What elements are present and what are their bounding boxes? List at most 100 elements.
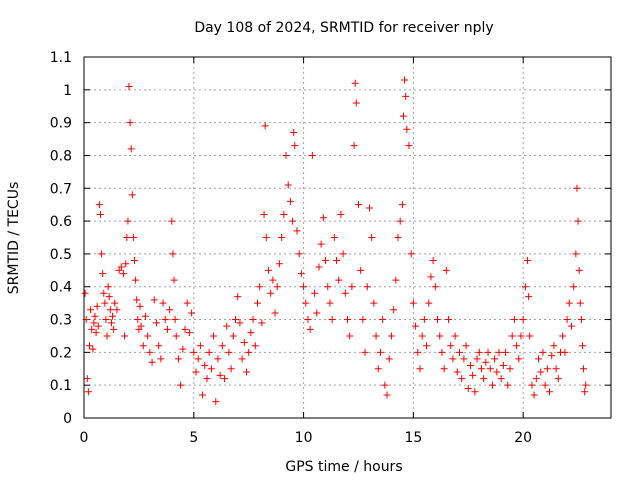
data-point	[146, 348, 154, 356]
data-point	[83, 375, 91, 383]
data-point	[278, 234, 286, 241]
data-point	[302, 299, 310, 307]
y-tick-label: 0.7	[50, 181, 72, 197]
data-point	[319, 214, 327, 222]
data-point	[218, 342, 226, 350]
y-tick-label: 0	[63, 411, 72, 427]
data-point	[399, 112, 407, 120]
data-point	[335, 276, 343, 284]
y-tick-label: 0.1	[50, 378, 72, 394]
data-point	[144, 332, 152, 340]
data-point	[480, 375, 488, 383]
data-point	[290, 128, 298, 136]
data-point	[328, 316, 336, 324]
data-point	[179, 345, 187, 353]
x-tick-label: 20	[514, 430, 532, 446]
data-point	[445, 316, 453, 324]
data-point	[105, 293, 113, 301]
data-point	[99, 270, 107, 278]
data-point	[95, 201, 103, 209]
data-point	[163, 325, 171, 333]
data-point	[129, 234, 137, 241]
data-point	[506, 365, 514, 373]
data-point	[434, 316, 442, 324]
data-point	[185, 329, 193, 337]
data-point	[169, 250, 177, 258]
x-tick-label: 5	[189, 430, 198, 446]
data-point	[166, 306, 174, 314]
data-point	[225, 348, 233, 356]
data-point	[155, 342, 163, 350]
x-tick-label: 15	[404, 430, 422, 446]
data-point	[88, 325, 96, 333]
data-point	[282, 151, 290, 159]
data-point	[550, 342, 558, 350]
data-point	[100, 289, 108, 297]
data-point	[256, 283, 264, 291]
data-point	[192, 368, 200, 376]
data-point	[409, 299, 417, 307]
data-point	[385, 355, 393, 363]
data-point	[348, 283, 356, 291]
data-point	[132, 276, 140, 284]
data-point	[466, 361, 474, 369]
data-point	[351, 79, 359, 87]
data-point	[554, 375, 562, 383]
data-point	[221, 375, 229, 383]
data-point	[420, 316, 428, 324]
data-point	[412, 322, 420, 330]
data-point	[102, 316, 110, 324]
y-tick-label: 0.2	[50, 345, 72, 361]
data-point	[311, 289, 319, 297]
data-point	[575, 266, 583, 274]
data-point	[381, 381, 389, 389]
data-point	[262, 234, 270, 241]
data-point	[300, 283, 308, 291]
data-point	[493, 368, 501, 376]
data-point	[524, 256, 532, 264]
data-point	[486, 365, 494, 373]
data-point	[451, 332, 459, 340]
data-point	[352, 99, 360, 107]
data-point	[133, 296, 141, 304]
data-point	[488, 381, 496, 389]
data-point	[475, 348, 483, 356]
data-point	[541, 381, 549, 389]
data-point	[581, 388, 589, 396]
data-point	[205, 348, 213, 356]
data-point	[455, 348, 463, 356]
data-point	[93, 302, 101, 310]
data-point	[383, 391, 391, 399]
data-point	[469, 371, 477, 379]
data-point	[543, 365, 551, 373]
data-point	[216, 371, 224, 379]
data-point	[515, 355, 523, 363]
data-point	[510, 316, 518, 324]
data-point	[497, 375, 505, 383]
data-point	[440, 365, 448, 373]
data-point	[508, 332, 516, 340]
data-point	[84, 388, 92, 396]
data-point	[574, 217, 582, 225]
data-point	[258, 319, 266, 327]
data-point	[431, 283, 439, 291]
data-point	[120, 270, 128, 278]
chart-title: Day 108 of 2024, SRMTID for receiver npl…	[194, 20, 493, 36]
data-point	[565, 299, 573, 307]
data-point	[368, 234, 376, 241]
data-point	[157, 355, 165, 363]
data-point	[124, 217, 132, 225]
data-point	[131, 256, 139, 264]
data-point	[121, 332, 129, 340]
data-point	[177, 381, 185, 389]
data-point	[442, 266, 450, 274]
data-point	[247, 329, 255, 337]
data-point	[365, 204, 373, 212]
data-point	[502, 348, 510, 356]
data-point	[528, 381, 536, 389]
y-tick-label: 1.1	[50, 50, 72, 66]
data-point	[379, 316, 387, 324]
data-point	[427, 273, 435, 281]
data-point	[87, 306, 95, 314]
data-point	[344, 316, 351, 324]
